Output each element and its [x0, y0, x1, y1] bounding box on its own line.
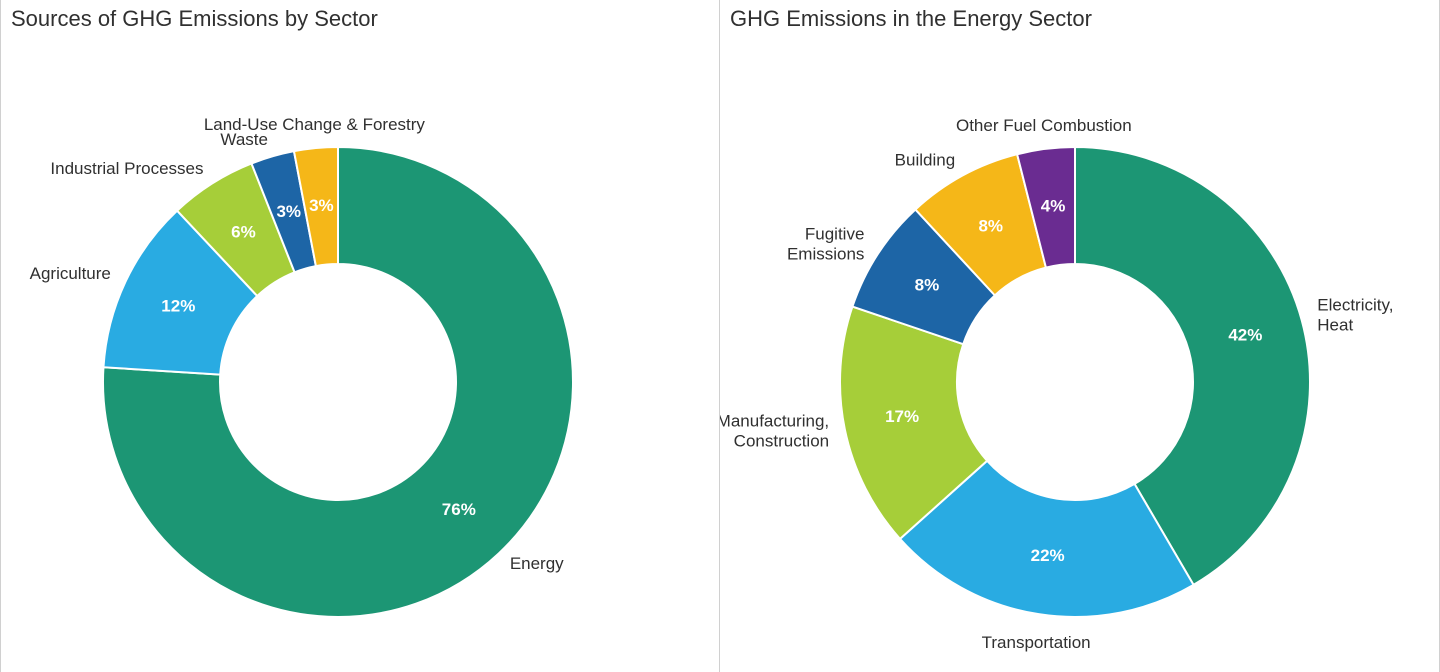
slice-category-label: Manufacturing,Construction [720, 412, 829, 451]
right-donut-chart: 42% Electricity,Heat 22% Transportation 17% M… [720, 0, 1440, 672]
slice-value-label: 17% [885, 407, 919, 426]
slice-category-label: FugitiveEmissions [787, 225, 864, 264]
slice-value-label: 3% [276, 202, 301, 221]
slice-category-label: Building [895, 151, 956, 170]
slice-value-label: 4% [1041, 196, 1066, 215]
slice-category-label: Land-Use Change & Forestry [204, 116, 426, 135]
slice-value-label: 8% [978, 216, 1003, 235]
slice-value-label: 8% [915, 275, 940, 294]
slice-category-label: Energy [510, 554, 564, 573]
charts-container: Sources of GHG Emissions by Sector 76%En… [0, 0, 1440, 672]
slice-value-label: 12% [161, 296, 195, 315]
slice-value-label: 42% [1228, 325, 1262, 344]
right-panel: GHG Emissions in the Energy Sector 42%El… [720, 0, 1440, 672]
left-donut-chart: 76% Energy 12% Agriculture 6% Industrial Proc… [1, 0, 721, 672]
slice-category-label: Agriculture [30, 265, 111, 284]
slice-category-label: Other Fuel Combustion [956, 116, 1132, 135]
slice-value-label: 22% [1031, 546, 1065, 565]
slice-value-label: 6% [231, 222, 256, 241]
slice-category-label: Electricity,Heat [1317, 296, 1393, 335]
left-panel: Sources of GHG Emissions by Sector 76%En… [0, 0, 720, 672]
slice-value-label: 76% [442, 500, 476, 519]
slice-category-label: Industrial Processes [50, 160, 203, 179]
slice-category-label: Transportation [982, 633, 1091, 652]
slice-value-label: 3% [309, 196, 334, 215]
